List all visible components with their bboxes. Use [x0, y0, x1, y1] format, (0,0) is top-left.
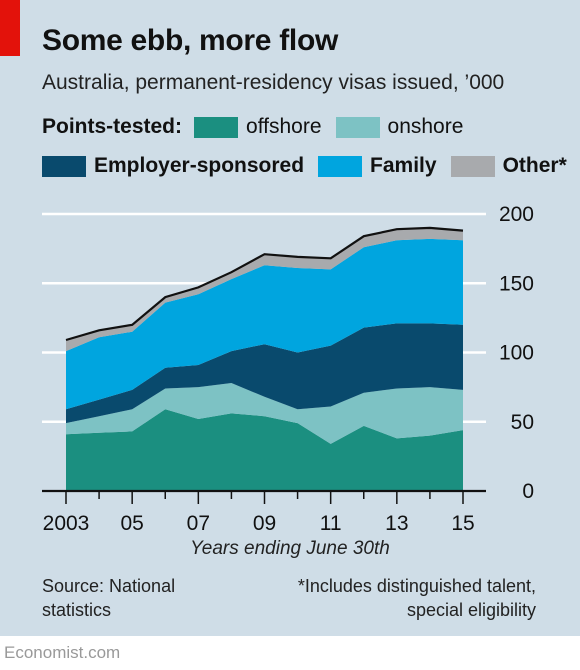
area-offshore [66, 409, 463, 491]
top-outline [65, 226, 464, 342]
x-tick-label-11: 11 [320, 512, 342, 535]
stacked-area-chart: 0 50 100 150 200 2003 05 07 09 11 13 15 [42, 203, 534, 535]
legend-swatch-onshore [335, 116, 380, 138]
total-outline [65, 226, 464, 342]
legend-label-family: Family [370, 154, 437, 177]
legend-row-points-tested: Points-tested: offshore onshore [42, 113, 477, 141]
x-tick-label-13: 13 [385, 512, 408, 535]
source-line-1: Source: National [42, 576, 176, 596]
x-tick-label-05: 05 [120, 512, 143, 535]
legend-heading-points-tested: Points-tested: [42, 115, 183, 138]
red-tag-decoration [0, 0, 20, 56]
x-axis-caption: Years ending June 30th [190, 538, 390, 559]
legend-swatch-employer-sponsored [42, 155, 86, 177]
legend-label-other: Other* [502, 154, 567, 177]
economist-brand: Economist.com [4, 643, 121, 662]
legend-label-employer-sponsored: Employer-sponsored [94, 154, 305, 177]
y-tick-label-0: 0 [522, 480, 534, 503]
area-series [66, 227, 463, 491]
area-family [66, 238, 463, 410]
legend-label-onshore: onshore [387, 115, 464, 138]
legend-swatch-family [318, 155, 363, 177]
x-tick-label-2003: 2003 [43, 512, 90, 535]
y-tick-label-150: 150 [499, 272, 534, 295]
legend-label-offshore: offshore [246, 115, 322, 138]
source-line-2: statistics [42, 600, 112, 620]
legend-row-other-categories: Employer-sponsored Family Other* [42, 152, 580, 180]
footnote: *Includes distinguished talent, special … [298, 574, 536, 622]
x-tick-label-09: 09 [253, 512, 276, 535]
chart-title: Some ebb, more flow [42, 24, 339, 57]
area-onshore [66, 383, 463, 444]
y-tick-label-100: 100 [499, 342, 534, 365]
axes: 0 50 100 150 200 2003 05 07 09 11 13 15 [42, 203, 534, 535]
legend-swatch-other [450, 155, 495, 177]
footnote-line-1: *Includes distinguished talent, [297, 576, 536, 596]
area-employer-sponsored [66, 323, 463, 424]
x-tick-label-07: 07 [187, 512, 210, 535]
footnote-line-2: special eligibility [406, 600, 536, 620]
y-tick-label-200: 200 [499, 203, 534, 226]
chart-subtitle: Australia, permanent-residency visas iss… [42, 71, 505, 94]
source-note: Source: National statistics [42, 574, 242, 622]
legend-swatch-offshore [194, 116, 239, 138]
y-tick-label-50: 50 [511, 411, 534, 434]
x-tick-label-15: 15 [451, 512, 474, 535]
